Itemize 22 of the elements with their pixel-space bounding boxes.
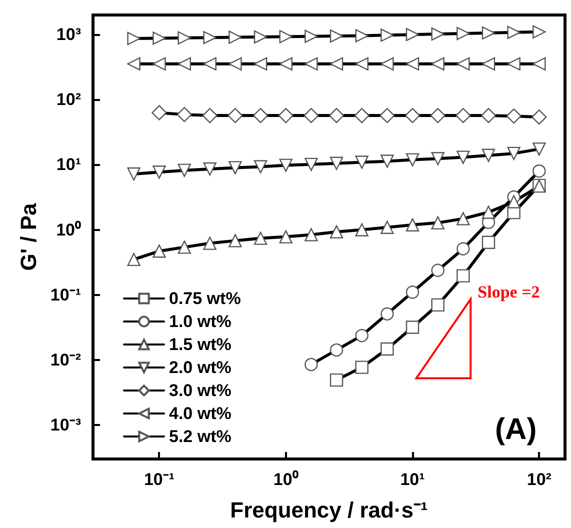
y-tick-label: 10⁻¹ bbox=[50, 285, 82, 304]
y-tick-label: 10¹ bbox=[56, 155, 82, 174]
annotation: (A) bbox=[495, 413, 537, 446]
y-tick-label: 10⁻² bbox=[50, 350, 82, 370]
x-tick-label: 10⁰ bbox=[273, 470, 298, 489]
x-tick-label: 10¹ bbox=[400, 470, 426, 489]
legend-label: 1.0 wt% bbox=[169, 312, 232, 331]
legend-label: 2.0 wt% bbox=[169, 358, 232, 377]
x-tick-label: 10⁻¹ bbox=[144, 470, 175, 489]
legend-label: 3.0 wt% bbox=[169, 381, 232, 400]
y-tick-label: 10⁻³ bbox=[50, 415, 82, 434]
annotation: Slope =2 bbox=[478, 282, 540, 302]
y-tick-label: 10⁰ bbox=[56, 220, 81, 240]
legend-label: 4.0 wt% bbox=[169, 404, 232, 423]
legend-label: 5.2 wt% bbox=[169, 427, 232, 446]
legend-label: 0.75 wt% bbox=[169, 289, 241, 308]
y-tick-label: 10³ bbox=[56, 25, 82, 44]
legend-label: 1.5 wt% bbox=[169, 335, 232, 354]
y-tick-label: 10² bbox=[56, 90, 82, 110]
y-axis-title: G' / Pa bbox=[16, 202, 42, 271]
x-tick-label: 10² bbox=[526, 470, 552, 489]
x-axis-title: Frequency / rad·s⁻¹ bbox=[230, 498, 428, 522]
